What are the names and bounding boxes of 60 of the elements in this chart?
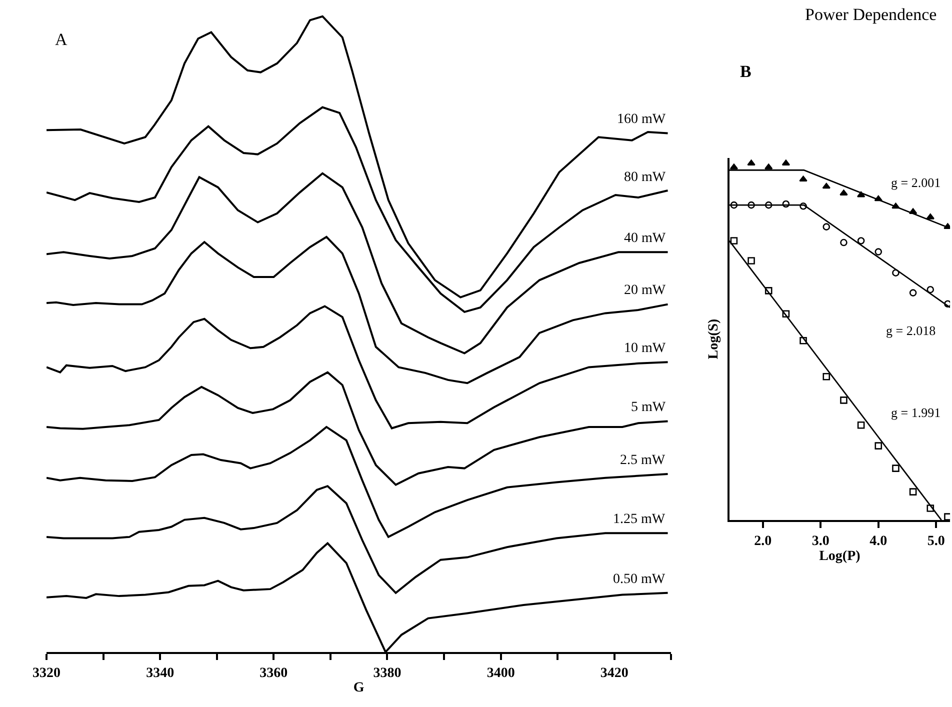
annotation: g = 1.991 (891, 405, 941, 420)
series-label: 40 mW (624, 231, 666, 246)
point (892, 464, 900, 472)
x-tick-label: 3.0 (812, 534, 830, 549)
point (840, 396, 848, 404)
series-label: 2.5 mW (620, 453, 666, 468)
x-tick-label: 3340 (146, 666, 174, 681)
x-axis-title: Log(P) (819, 548, 861, 564)
point (926, 286, 934, 294)
series-label: 10 mW (624, 341, 666, 356)
point (730, 237, 738, 244)
x-tick-label: 3360 (260, 666, 288, 681)
point (926, 504, 934, 512)
point (874, 248, 882, 256)
point (748, 201, 755, 209)
point (782, 200, 790, 208)
point (748, 257, 755, 264)
point (730, 201, 738, 209)
series-label: 5 mW (631, 400, 666, 415)
point (944, 513, 950, 520)
point (800, 336, 807, 344)
point (874, 442, 882, 450)
series-label: 160 mW (617, 112, 666, 127)
series-label: 80 mW (624, 170, 666, 185)
x-tick-label: 3420 (600, 666, 628, 681)
point (822, 223, 830, 230)
x-axis-title: G (353, 680, 364, 696)
point (800, 202, 807, 210)
series-label: 0.50 mW (613, 572, 666, 587)
series-label: 1.25 mW (613, 512, 666, 527)
point (857, 237, 865, 244)
point (909, 289, 917, 296)
x-tick-label: 2.0 (754, 534, 772, 549)
x-tick-label: 3400 (486, 666, 515, 681)
point (747, 160, 756, 166)
annotation: g = 2.001 (891, 175, 941, 190)
chart-subtitle: B (740, 62, 752, 81)
series-label: 20 mW (624, 283, 666, 298)
y-axis-title: Log(S) (706, 318, 722, 360)
point (822, 372, 830, 380)
point (822, 182, 830, 189)
point (926, 214, 934, 220)
point (892, 269, 900, 276)
text: A (55, 30, 68, 49)
point (909, 488, 917, 496)
point (764, 287, 772, 294)
point (944, 300, 950, 308)
x-tick-label: 4.0 (870, 534, 888, 549)
annotation: g = 2.018 (886, 323, 936, 338)
point (840, 238, 848, 246)
chart-title: Power Dependence (805, 5, 937, 24)
x-tick-label: 3320 (32, 666, 61, 681)
point (857, 421, 865, 429)
x-tick-label: 5.0 (927, 534, 945, 549)
point (840, 190, 848, 196)
point (764, 201, 772, 209)
x-tick-label: 3380 (373, 666, 402, 681)
point (764, 164, 773, 170)
point (799, 176, 808, 182)
point (782, 310, 790, 318)
